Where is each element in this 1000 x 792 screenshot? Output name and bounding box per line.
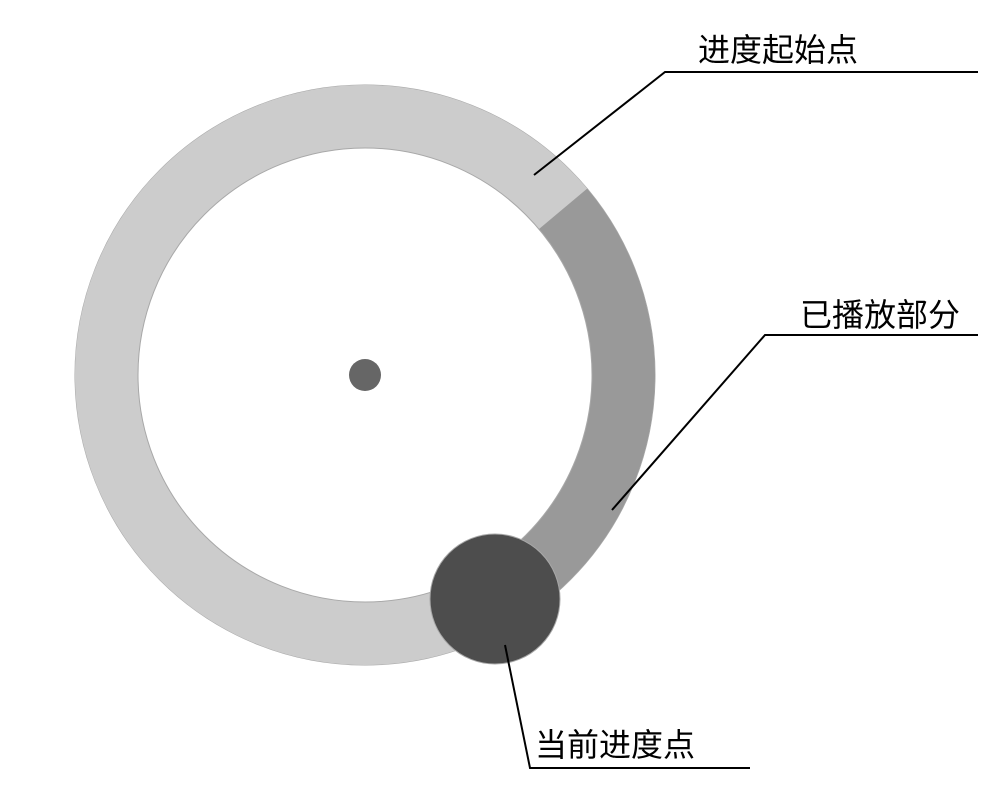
progress-ring bbox=[75, 85, 655, 665]
label-current-point: 当前进度点 bbox=[535, 720, 695, 766]
label-played-portion: 已播放部分 bbox=[800, 290, 960, 336]
callout-line-start bbox=[534, 72, 978, 175]
center-dot bbox=[349, 359, 381, 391]
callout-line-played bbox=[612, 335, 978, 510]
progress-handle[interactable] bbox=[430, 534, 560, 664]
label-start-point: 进度起始点 bbox=[698, 25, 858, 71]
